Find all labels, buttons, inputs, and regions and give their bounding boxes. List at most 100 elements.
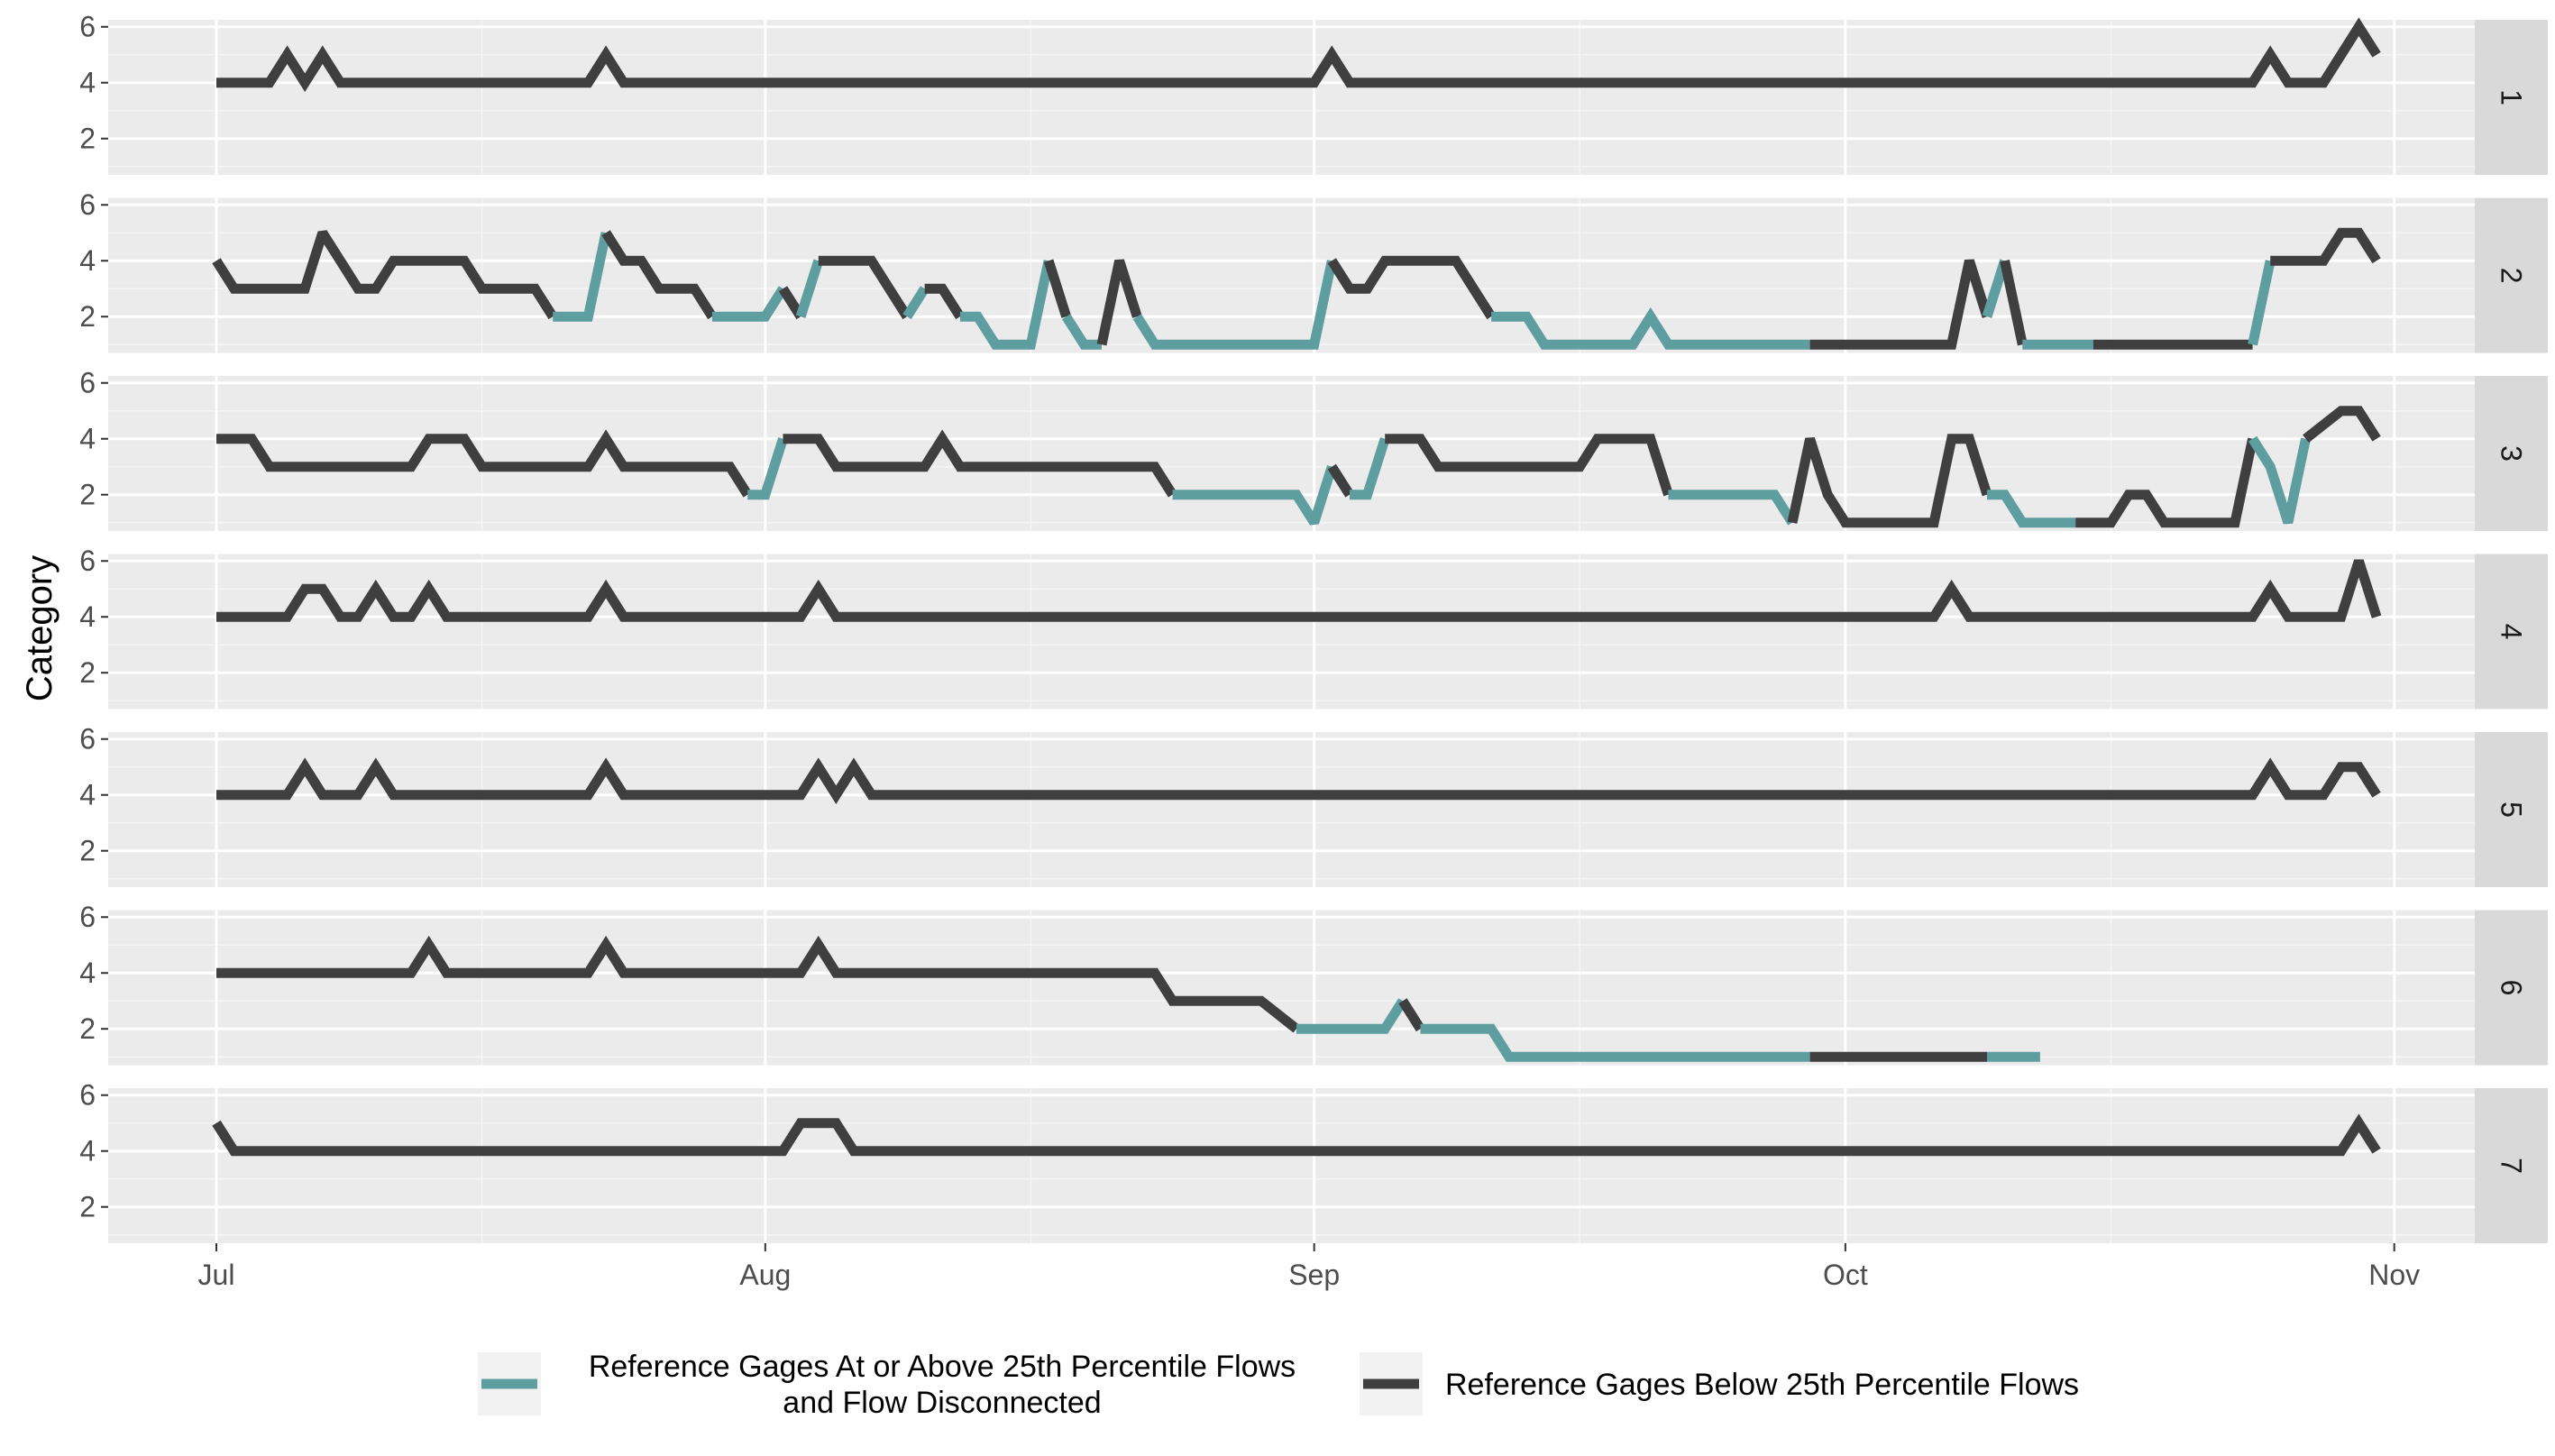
facet-strip-label: 6 bbox=[2495, 980, 2528, 996]
y-tick-label: 6 bbox=[79, 1079, 96, 1112]
legend-item-dark: Reference Gages Below 25th Percentile Fl… bbox=[1360, 1352, 2079, 1415]
series-line-dark bbox=[1809, 259, 1992, 350]
x-tick-label: Jul bbox=[198, 1259, 235, 1291]
y-tick-label: 2 bbox=[79, 656, 96, 689]
facet-strip-label: 4 bbox=[2495, 624, 2528, 640]
series-line-teal bbox=[2248, 435, 2311, 525]
series-line-teal bbox=[902, 286, 930, 320]
facet-strip bbox=[2475, 1088, 2548, 1243]
series-line-dark bbox=[924, 283, 965, 320]
facet-panel-3: 2 4 6 3 bbox=[79, 367, 2548, 531]
y-tick-label: 6 bbox=[79, 901, 96, 933]
series-line-dark bbox=[216, 935, 1300, 1033]
series-line-teal bbox=[1132, 260, 1337, 350]
facet-strip bbox=[2475, 554, 2548, 710]
y-tick-label: 6 bbox=[79, 188, 96, 221]
facet-strip bbox=[2475, 20, 2548, 175]
series-line-dark bbox=[783, 429, 1177, 498]
facet-panel-5: 2 4 6 5 bbox=[79, 723, 2548, 887]
y-tick-label: 2 bbox=[79, 300, 96, 333]
facet-strip-label: 5 bbox=[2495, 801, 2528, 818]
series-line-teal bbox=[1296, 998, 1407, 1034]
series-line-teal bbox=[1350, 437, 1390, 500]
facet-strip bbox=[2475, 910, 2548, 1066]
series-line-teal bbox=[1172, 465, 1337, 526]
x-tick-label: Nov bbox=[2368, 1259, 2420, 1291]
y-tick-label: 2 bbox=[79, 123, 96, 155]
y-tick-label: 2 bbox=[79, 835, 96, 867]
panels: 2 4 6 1 2 4 6 2 2 4 6 3 2 4 6 4 2 4 6 5 2 4 6 6 2 4 6 7 bbox=[79, 11, 2548, 1243]
x-axis: Jul Aug Sep Oct Nov bbox=[198, 1243, 2420, 1291]
y-tick-label: 6 bbox=[79, 367, 96, 399]
panel-background bbox=[108, 554, 2475, 710]
series-line-teal bbox=[1668, 490, 1797, 526]
series-line-teal bbox=[747, 437, 788, 500]
y-tick-label: 4 bbox=[79, 244, 96, 277]
series-line-dark bbox=[601, 230, 717, 320]
facet-strip-label: 1 bbox=[2495, 89, 2528, 105]
facet-strip-label: 3 bbox=[2495, 445, 2528, 462]
series-line-dark bbox=[216, 559, 2382, 622]
legend: Reference Gages At or Above 25th Percent… bbox=[478, 1350, 2079, 1420]
facet-strip-label: 2 bbox=[2495, 268, 2528, 284]
series-line-teal bbox=[1987, 490, 2076, 528]
series-line-dark bbox=[1327, 255, 1496, 320]
facet-panel-6: 2 4 6 6 bbox=[79, 901, 2548, 1066]
y-tick-label: 4 bbox=[79, 600, 96, 633]
series-line-dark bbox=[1787, 434, 1992, 528]
y-tick-label: 6 bbox=[79, 545, 96, 577]
series-line-dark bbox=[2270, 227, 2381, 266]
legend-label: Reference Gages At or Above 25th Percent… bbox=[589, 1350, 1296, 1384]
legend-item-teal: Reference Gages At or Above 25th Percent… bbox=[478, 1350, 1296, 1420]
series-line-dark bbox=[216, 757, 2381, 804]
y-tick-label: 6 bbox=[79, 723, 96, 755]
series-line-teal bbox=[1420, 1023, 1810, 1062]
series-line-dark bbox=[212, 1113, 2381, 1157]
series-line-dark bbox=[216, 17, 2381, 92]
y-tick-label: 2 bbox=[79, 1012, 96, 1045]
panel-background bbox=[108, 1088, 2475, 1243]
y-tick-label: 2 bbox=[79, 479, 96, 511]
panel-background bbox=[108, 20, 2475, 175]
x-tick-label: Oct bbox=[1823, 1259, 1868, 1291]
facet-strip bbox=[2475, 376, 2548, 531]
y-tick-label: 4 bbox=[79, 957, 96, 989]
series-line-dark bbox=[212, 230, 557, 320]
series-line-dark bbox=[1398, 998, 1425, 1032]
y-tick-label: 4 bbox=[79, 67, 96, 99]
series-line-dark bbox=[2000, 260, 2028, 346]
facet-panel-1: 2 4 6 1 bbox=[79, 11, 2548, 175]
facet-strip bbox=[2475, 197, 2548, 353]
y-tick-label: 4 bbox=[79, 423, 96, 455]
x-tick-label: Sep bbox=[1288, 1259, 1340, 1291]
y-tick-label: 2 bbox=[79, 1191, 96, 1223]
series-line-teal bbox=[1491, 307, 1810, 350]
x-tick-label: Aug bbox=[739, 1259, 791, 1291]
y-axis-title: Category bbox=[20, 555, 60, 701]
y-tick-label: 4 bbox=[79, 1135, 96, 1168]
series-line-dark bbox=[1327, 463, 1354, 498]
series-line-dark bbox=[2075, 437, 2257, 528]
panel-background bbox=[108, 732, 2475, 887]
series-line-teal bbox=[553, 232, 611, 322]
series-line-teal bbox=[1062, 314, 1102, 350]
legend-label: and Flow Disconnected bbox=[783, 1386, 1101, 1420]
series-line-teal bbox=[711, 286, 788, 322]
facet-strip bbox=[2475, 732, 2548, 887]
facet-panel-4: 2 4 6 4 bbox=[79, 545, 2548, 710]
legend-label: Reference Gages Below 25th Percentile Fl… bbox=[1445, 1368, 2079, 1402]
y-tick-label: 4 bbox=[79, 779, 96, 811]
series-line-dark bbox=[1043, 259, 1071, 318]
series-line-teal bbox=[795, 259, 824, 318]
series-line-dark bbox=[1385, 434, 1673, 497]
facet-strip-label: 7 bbox=[2495, 1158, 2528, 1174]
series-line-dark bbox=[216, 429, 752, 498]
panel-background bbox=[108, 376, 2475, 531]
facet-panel-2: 2 4 6 2 bbox=[79, 188, 2548, 353]
facet-panel-7: 2 4 6 7 bbox=[79, 1079, 2548, 1243]
series-line-dark bbox=[1096, 259, 1142, 346]
series-line-teal bbox=[959, 260, 1054, 350]
y-tick-label: 6 bbox=[79, 11, 96, 43]
series-line-teal bbox=[2248, 260, 2276, 346]
